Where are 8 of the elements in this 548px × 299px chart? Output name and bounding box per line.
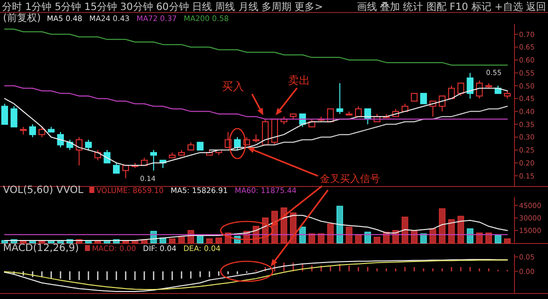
text: 分时 1分钟 5分钟 15分钟 30分钟 60分钟 日线 周线 月线 多周期 更多> [2, 1, 324, 13]
chart-title: (前复权) [3, 12, 41, 24]
annotation: 买入 [222, 80, 244, 93]
chart-title: MACD(12,26,9) [3, 243, 80, 254]
annotation: 卖出 [288, 74, 310, 87]
chart-title: VOL(5,60) VVOL [3, 185, 84, 196]
annotation: 金叉买入信号 [320, 173, 380, 185]
text: 画线 叠加 统计 图配 F10 标记 +自选 返回 [356, 1, 546, 13]
